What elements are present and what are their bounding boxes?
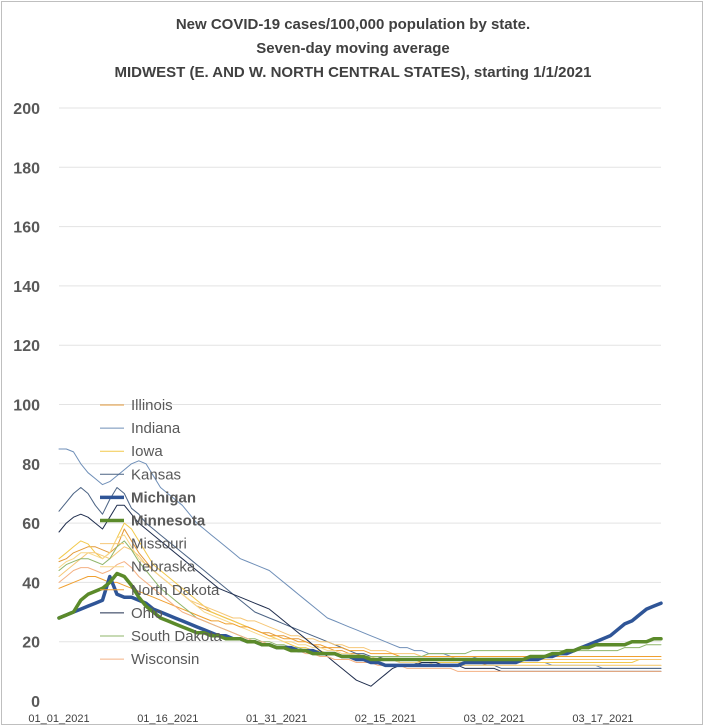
- y-tick-label: 100: [13, 398, 40, 415]
- chart-title-line-3: MIDWEST (E. AND W. NORTH CENTRAL STATES)…: [115, 64, 592, 81]
- y-tick-label: 120: [13, 338, 40, 355]
- legend-label-ohio: Ohio: [131, 605, 163, 622]
- legend: Illinois Indiana Iowa Kansas Michigan Minneso…: [100, 397, 223, 668]
- x-tick-label: 03_17_2021: [572, 713, 633, 725]
- legend-label-nebraska: Nebraska: [131, 559, 196, 576]
- y-tick-label: 0: [31, 694, 40, 711]
- series-line-kansas: [58, 487, 662, 669]
- x-tick-label: 02_15_2021: [355, 713, 416, 725]
- x-tick-label: 03_02_2021: [464, 713, 525, 725]
- y-tick-label: 60: [22, 516, 40, 533]
- series-line-north-dakota: [58, 576, 662, 657]
- x-tick-label: 01_01_2021: [28, 713, 89, 725]
- legend-label-north-dakota: North Dakota: [131, 582, 220, 599]
- chart-title-line-2: Seven-day moving average: [256, 40, 449, 57]
- legend-label-illinois: Illinois: [131, 397, 173, 414]
- legend-label-kansas: Kansas: [131, 466, 181, 483]
- legend-label-missouri: Missouri: [131, 536, 187, 553]
- y-axis-tick-labels: 0 20 40 60 80 100 120 140 160 180 200: [13, 101, 40, 711]
- legend-label-iowa: Iowa: [131, 443, 163, 460]
- series-line-wisconsin: [58, 561, 662, 672]
- chart-title-line-1: New COVID-19 cases/100,000 population by…: [176, 16, 530, 33]
- gridlines: [59, 107, 661, 643]
- y-tick-label: 80: [22, 457, 40, 474]
- series-line-minnesota: [57, 571, 663, 662]
- y-tick-label: 180: [13, 160, 40, 177]
- legend-label-south-dakota: South Dakota: [131, 628, 223, 645]
- x-tick-label: 01_16_2021: [137, 713, 198, 725]
- y-tick-label: 160: [13, 220, 40, 237]
- y-tick-label: 200: [13, 101, 40, 118]
- x-tick-label: 01_31_2021: [246, 713, 307, 725]
- legend-label-wisconsin: Wisconsin: [131, 651, 199, 668]
- y-tick-label: 40: [22, 575, 40, 592]
- legend-label-indiana: Indiana: [131, 420, 181, 437]
- legend-label-minnesota: Minnesota: [131, 513, 206, 530]
- y-tick-label: 20: [22, 635, 40, 652]
- legend-label-michigan: Michigan: [131, 489, 196, 506]
- series-lines: [57, 448, 663, 687]
- x-axis-tick-labels: 01_01_2021 01_16_2021 01_31_2021 02_15_2021…: [28, 713, 633, 725]
- series-line-nebraska: [58, 534, 662, 666]
- y-tick-label: 140: [13, 279, 40, 296]
- chart-title: New COVID-19 cases/100,000 population by…: [115, 16, 592, 81]
